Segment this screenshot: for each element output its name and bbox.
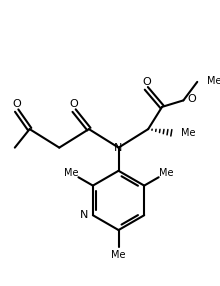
Text: Me: Me [207,76,220,86]
Text: O: O [70,99,79,109]
Text: Me: Me [181,128,195,138]
Text: O: O [12,99,21,109]
Text: O: O [142,77,151,87]
Text: N: N [80,210,88,220]
Text: N: N [114,143,123,153]
Text: O: O [187,94,196,104]
Text: Me: Me [64,168,79,178]
Text: Me: Me [159,168,173,178]
Text: Me: Me [111,250,126,260]
